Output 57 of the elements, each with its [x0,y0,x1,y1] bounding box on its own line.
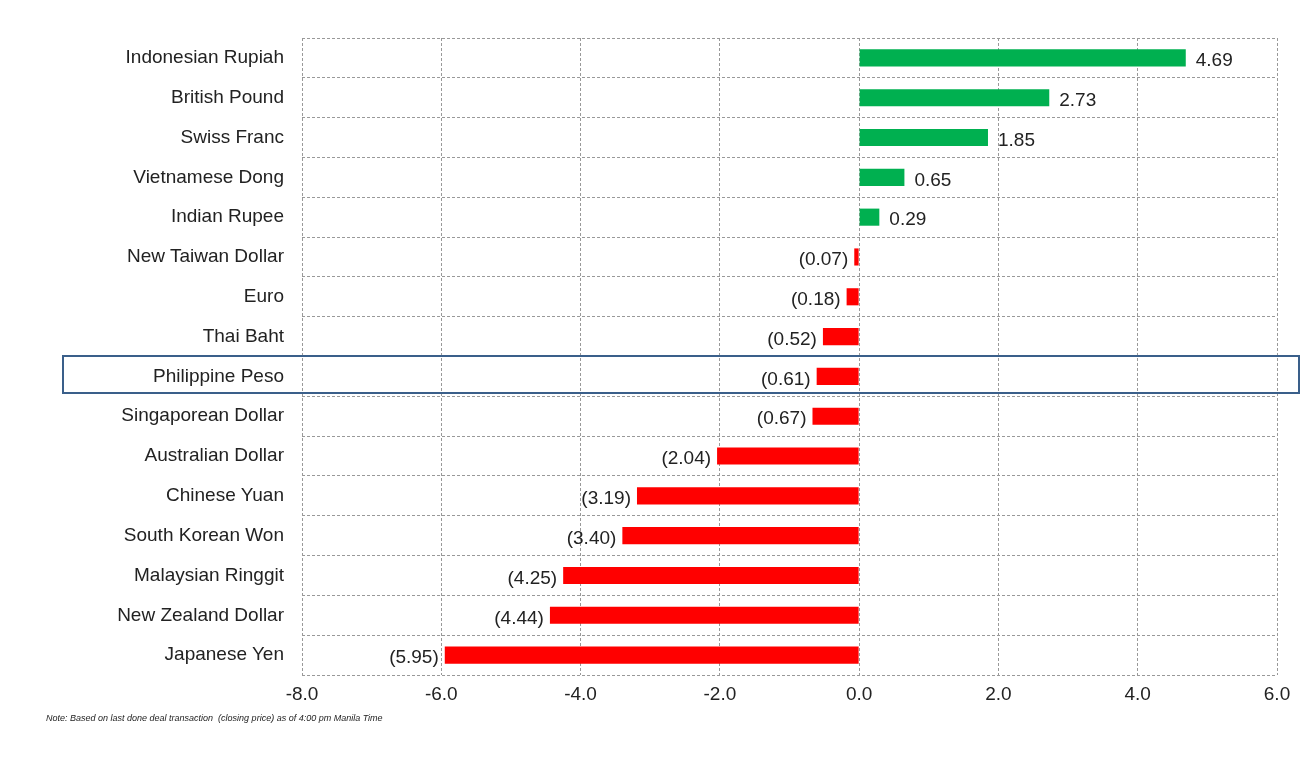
bar [859,208,880,226]
data-label: (4.25) [507,566,558,588]
y-tick-label: New Zealand Dollar [117,603,285,625]
bar [816,367,859,385]
data-label: (0.52) [767,327,817,349]
bar [549,606,859,624]
data-label: (4.44) [494,606,544,628]
y-tick-label: Swiss Franc [180,125,284,147]
y-tick-label: South Korean Won [123,523,284,545]
data-label: 0.65 [914,168,952,190]
bar [859,49,1186,67]
x-tick-label: -6.0 [424,682,458,704]
y-tick-label: Japanese Yen [164,643,284,665]
data-label: (0.67) [756,407,807,429]
y-tick-label: New Taiwan Dollar [127,245,285,267]
data-label: (5.95) [389,646,439,668]
bar [622,527,859,545]
x-tick-label: 4.0 [1124,682,1151,704]
y-tick-label: Chinese Yuan [166,484,284,506]
text: Note: Based on last done deal transaction (closing price) as of 4:00 pm Manila Time [46,712,383,723]
bar [859,128,988,147]
y-tick-label: Malaysian Ringgit [134,563,285,585]
bar [717,447,859,465]
y-tick-label: British Pound [170,85,284,107]
data-label: (3.40) [566,526,617,548]
data-label: (2.04) [661,447,712,469]
data-label: 0.29 [889,208,927,230]
bar [854,248,859,266]
data-label: (0.07) [798,248,849,270]
y-tick-label: Euro [243,285,284,307]
bar [846,288,859,306]
data-label: (3.19) [581,487,631,509]
x-tick-label: 2.0 [985,682,1012,704]
y-tick-label: Thai Baht [202,324,285,346]
y-tick-label: Indian Rupee [170,205,284,227]
y-tick-label: Indonesian Rupiah [125,46,284,68]
y-tick-label: Singaporean Dollar [121,404,285,426]
bar [822,328,859,346]
bar [636,487,859,505]
y-tick-label: Philippine Peso [153,364,284,386]
x-tick-label: 0.0 [845,682,873,704]
x-tick-label: 6.0 [1263,682,1291,704]
y-tick-label: Vietnamese Dong [133,165,284,187]
x-tick-label: -2.0 [703,682,737,704]
data-label: (0.18) [790,288,841,310]
bar [563,566,859,585]
data-label: 4.69 [1195,49,1233,71]
x-tick-label: -4.0 [564,682,597,704]
data-label: 1.85 [997,128,1035,150]
x-tick-label: -8.0 [285,682,319,704]
bar [859,89,1050,107]
data-label: 2.73 [1059,88,1097,110]
data-label: (0.61) [761,367,811,389]
y-tick-label: Australian Dollar [144,444,285,466]
bar [859,168,905,186]
bar [812,407,859,425]
bar [444,646,859,664]
